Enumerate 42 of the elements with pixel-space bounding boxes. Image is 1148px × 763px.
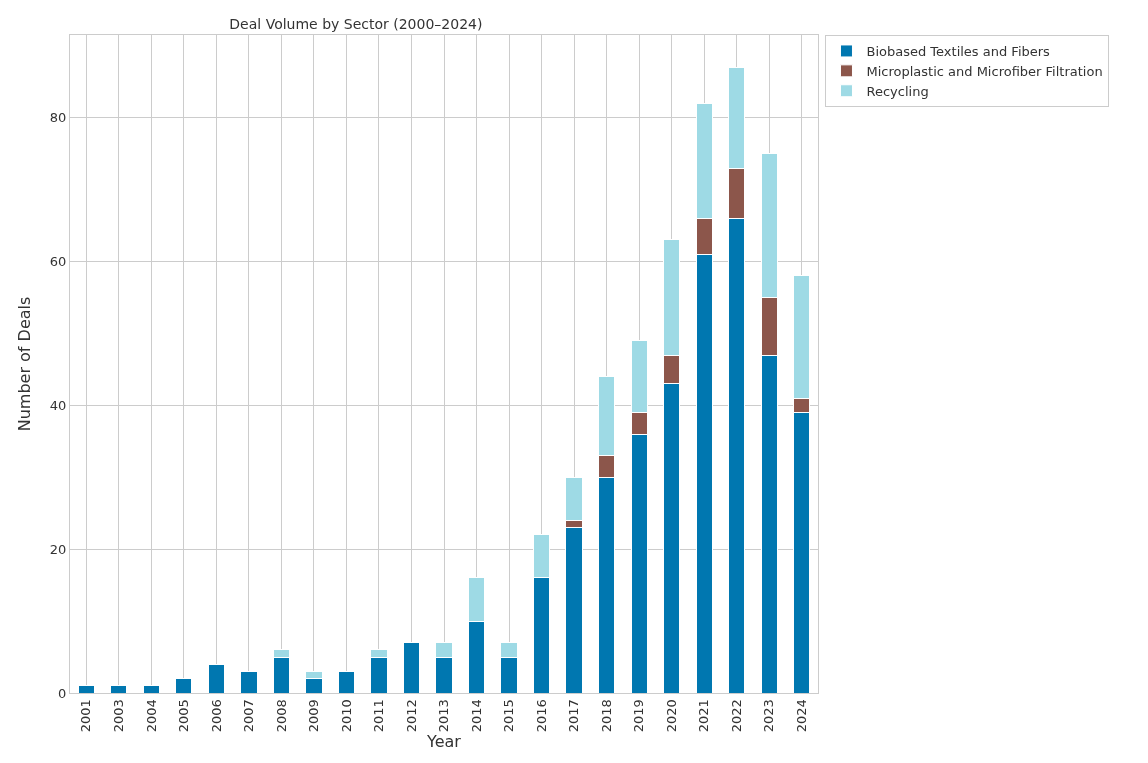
x-tick-label: 2006 bbox=[208, 699, 224, 733]
x-tick-label: 2022 bbox=[728, 699, 744, 733]
bar bbox=[240, 670, 258, 693]
x-tick-label: 2018 bbox=[598, 699, 614, 733]
x-tick-label: 2017 bbox=[566, 699, 582, 733]
x-tick-label: 2008 bbox=[273, 699, 289, 733]
x-tick-label: 2011 bbox=[371, 699, 387, 733]
x-tick-label: 2003 bbox=[111, 699, 126, 733]
x-tick-label: 2024 bbox=[793, 699, 809, 733]
x-tick-label: 2009 bbox=[306, 699, 322, 733]
x-tick-label: 2005 bbox=[176, 699, 192, 733]
x-tick-label: 2004 bbox=[143, 699, 159, 733]
legend-label: Biobased Textiles and Fibers bbox=[866, 44, 1051, 60]
bar bbox=[175, 678, 193, 693]
y-tick-label: 80 bbox=[49, 110, 67, 126]
bar bbox=[207, 663, 225, 693]
x-tick-label: 2021 bbox=[696, 699, 712, 733]
y-tick-label: 20 bbox=[49, 541, 67, 557]
x-tick-label: 2015 bbox=[501, 699, 517, 733]
bar bbox=[402, 642, 421, 693]
y-tick-label: 60 bbox=[49, 254, 67, 270]
chart-title: Deal Volume by Sector (2000–2024) bbox=[229, 15, 483, 32]
x-tick-label: 2013 bbox=[436, 699, 452, 733]
x-tick-label: 2023 bbox=[761, 699, 777, 733]
x-tick-label: 2010 bbox=[338, 699, 354, 733]
x-tick-label: 2020 bbox=[663, 699, 679, 733]
x-tick-label: 2014 bbox=[468, 699, 484, 733]
bar bbox=[337, 670, 356, 693]
legend-label: Recycling bbox=[866, 83, 929, 99]
y-tick-label: 40 bbox=[49, 397, 67, 413]
bar bbox=[77, 685, 95, 693]
legend-label: Microplastic and Microfiber Filtration bbox=[866, 63, 1103, 79]
x-tick-label: 2019 bbox=[631, 699, 647, 733]
y-axis-title: Number of Deals bbox=[14, 296, 34, 432]
y-tick-label: 0 bbox=[58, 685, 67, 701]
x-tick-label: 2016 bbox=[533, 699, 549, 733]
x-tick-label: 2007 bbox=[241, 699, 257, 733]
bar bbox=[110, 685, 128, 693]
bar bbox=[142, 685, 160, 693]
x-tick-label: 2001 bbox=[78, 699, 94, 733]
x-axis-title: Year bbox=[426, 732, 462, 752]
x-tick-label: 2012 bbox=[403, 699, 419, 733]
